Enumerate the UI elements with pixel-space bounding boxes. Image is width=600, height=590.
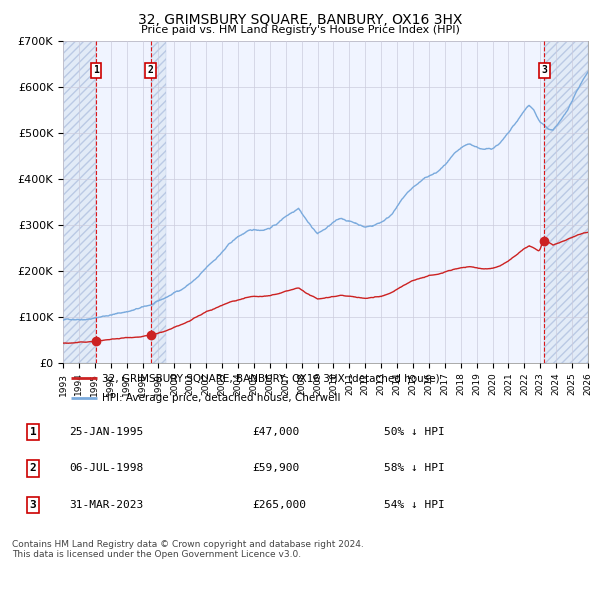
- Text: Price paid vs. HM Land Registry's House Price Index (HPI): Price paid vs. HM Land Registry's House …: [140, 25, 460, 35]
- Text: 25-JAN-1995: 25-JAN-1995: [69, 427, 143, 437]
- Bar: [151, 41, 166, 363]
- Text: £265,000: £265,000: [252, 500, 306, 510]
- Text: 3: 3: [29, 500, 37, 510]
- Text: 3: 3: [541, 65, 547, 76]
- Text: 2: 2: [148, 65, 154, 76]
- Text: 32, GRIMSBURY SQUARE, BANBURY, OX16 3HX: 32, GRIMSBURY SQUARE, BANBURY, OX16 3HX: [138, 13, 462, 27]
- Bar: [63, 41, 96, 363]
- Text: £59,900: £59,900: [252, 464, 299, 473]
- Text: 06-JUL-1998: 06-JUL-1998: [69, 464, 143, 473]
- Text: 2: 2: [29, 464, 37, 473]
- Text: 1: 1: [29, 427, 37, 437]
- Text: 31-MAR-2023: 31-MAR-2023: [69, 500, 143, 510]
- Text: 1: 1: [93, 65, 99, 76]
- Text: 54% ↓ HPI: 54% ↓ HPI: [384, 500, 445, 510]
- Bar: [544, 41, 588, 363]
- Text: 32, GRIMSBURY SQUARE, BANBURY, OX16 3HX (detached house): 32, GRIMSBURY SQUARE, BANBURY, OX16 3HX …: [103, 373, 440, 384]
- Text: 50% ↓ HPI: 50% ↓ HPI: [384, 427, 445, 437]
- Text: Contains HM Land Registry data © Crown copyright and database right 2024.
This d: Contains HM Land Registry data © Crown c…: [12, 540, 364, 559]
- Text: HPI: Average price, detached house, Cherwell: HPI: Average price, detached house, Cher…: [103, 394, 341, 404]
- Text: £47,000: £47,000: [252, 427, 299, 437]
- Text: 58% ↓ HPI: 58% ↓ HPI: [384, 464, 445, 473]
